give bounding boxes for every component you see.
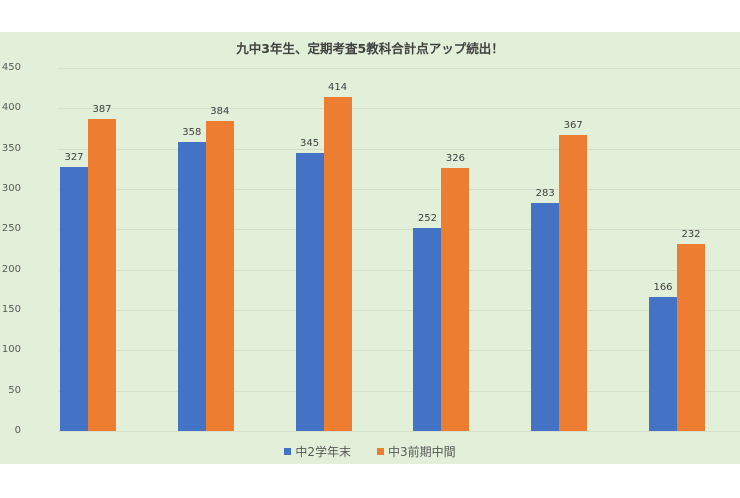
bar-series2 <box>677 243 705 431</box>
data-label: 283 <box>535 187 555 199</box>
data-label: 232 <box>681 228 701 240</box>
legend-label: 中2学年末 <box>295 445 351 459</box>
bar-series1 <box>649 297 677 431</box>
chart-area <box>0 32 740 464</box>
gridline <box>58 189 740 190</box>
data-label: 387 <box>92 103 112 115</box>
legend-swatch-orange <box>377 448 384 455</box>
legend-swatch-blue <box>284 448 292 455</box>
data-label: 326 <box>445 153 465 165</box>
y-tick-label: 200 <box>1 263 21 275</box>
gridline <box>58 68 740 69</box>
gridline <box>58 108 740 110</box>
bar-series1 <box>177 142 206 431</box>
gridline <box>58 310 740 311</box>
y-tick-label: 300 <box>1 183 21 194</box>
y-tick-label: 50 <box>8 384 21 396</box>
data-label: 414 <box>328 82 348 94</box>
gridline <box>58 431 740 432</box>
y-tick-label: 0 <box>14 425 21 436</box>
y-tick-label: 450 <box>1 62 21 73</box>
bar-series1 <box>531 202 560 431</box>
gridline <box>58 148 740 150</box>
bar-series2 <box>88 118 116 431</box>
y-tick-label: 400 <box>1 102 21 114</box>
data-label: 367 <box>563 119 583 131</box>
bar-series2 <box>323 97 352 431</box>
data-label: 345 <box>300 137 320 149</box>
y-tick-label: 350 <box>1 142 21 154</box>
legend-item-series1: 中2学年末 <box>284 443 351 460</box>
bar-series1 <box>295 152 324 431</box>
y-tick-label: 100 <box>1 344 21 356</box>
gridline <box>58 390 740 392</box>
legend-label: 中3前期中間 <box>388 445 456 459</box>
gridline <box>58 350 740 352</box>
data-label: 166 <box>653 282 673 294</box>
legend-item-series2: 中3前期中間 <box>377 443 456 460</box>
y-tick-label: 150 <box>1 304 21 315</box>
data-label: 327 <box>64 152 84 164</box>
bar-series2 <box>441 168 470 431</box>
bar-series1 <box>60 167 88 431</box>
chart-title: 九中3年生、定期考査5教科合計点アップ続出！ <box>236 41 504 56</box>
gridline <box>58 229 740 231</box>
gridline <box>58 269 740 271</box>
legend: 中2学年末 中3前期中間 <box>0 443 740 460</box>
bar-series2 <box>205 121 234 431</box>
data-label: 252 <box>417 212 437 224</box>
data-label: 384 <box>210 106 230 118</box>
bar-series2 <box>559 134 588 431</box>
y-tick-label: 250 <box>1 223 21 235</box>
bar-series1 <box>413 227 442 431</box>
data-label: 358 <box>182 127 202 139</box>
